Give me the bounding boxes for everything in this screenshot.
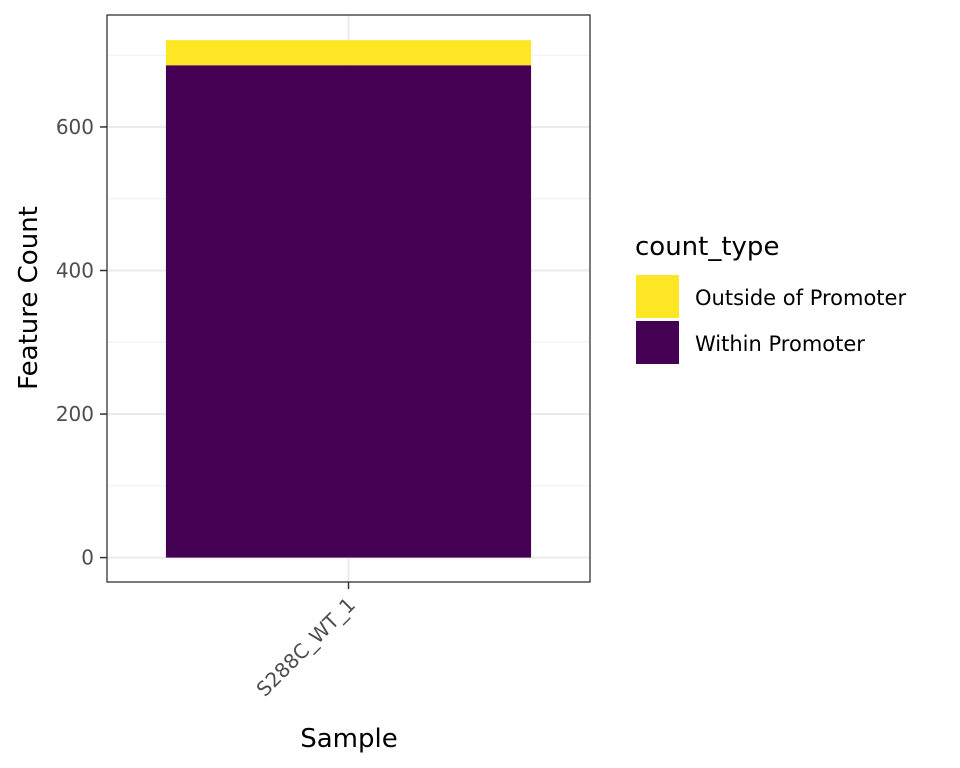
y-axis-title: Feature Count bbox=[14, 206, 44, 390]
legend-key-outside-of-promoter bbox=[636, 275, 679, 318]
bar-segment-within-promoter bbox=[165, 65, 532, 558]
y-axis: 0 200 400 600 bbox=[56, 115, 107, 570]
y-tick-label: 400 bbox=[56, 259, 94, 283]
legend-key-within-promoter bbox=[636, 321, 679, 364]
legend-label-within-promoter: Within Promoter bbox=[695, 332, 865, 356]
legend-label-outside-of-promoter: Outside of Promoter bbox=[695, 286, 906, 310]
legend-title: count_type bbox=[635, 232, 779, 262]
y-tick-label: 600 bbox=[56, 115, 94, 139]
bar-segment-outside-of-promoter bbox=[165, 40, 532, 66]
y-tick-label: 0 bbox=[81, 546, 94, 570]
x-axis-title: Sample bbox=[300, 724, 398, 754]
y-tick-label: 200 bbox=[56, 402, 94, 426]
x-tick-label: S288C_WT_1 bbox=[251, 593, 360, 702]
x-axis: S288C_WT_1 bbox=[251, 582, 360, 701]
plot-panel bbox=[106, 14, 591, 583]
legend: count_type Outside of Promoter Within Pro… bbox=[635, 232, 906, 364]
